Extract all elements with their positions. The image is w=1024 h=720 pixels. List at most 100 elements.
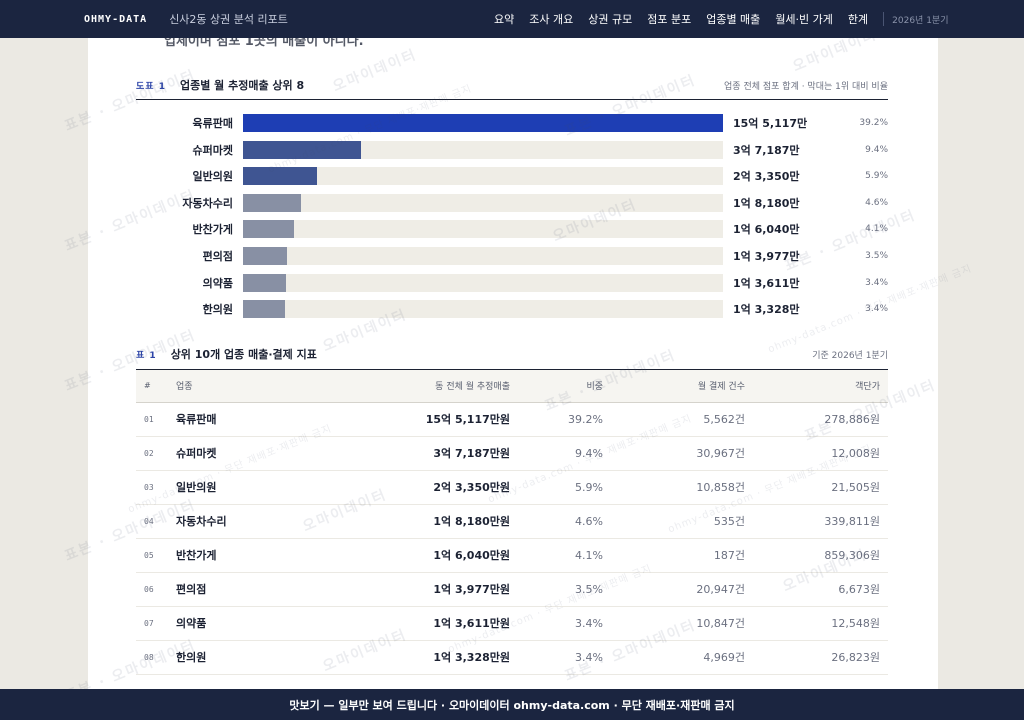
cell-rank: 07 <box>136 606 176 641</box>
report-subtitle: 신사2동 상권 분석 리포트 <box>169 13 288 26</box>
cell-industry: 일반의원 <box>176 470 296 505</box>
chart-header-rule <box>136 99 888 100</box>
cell-share: 9.4% <box>510 436 603 471</box>
cell-rank: 03 <box>136 470 176 505</box>
cell-rank: 01 <box>136 402 176 437</box>
cell-avg-spend: 12,008원 <box>745 436 888 471</box>
bar <box>243 114 723 132</box>
nav-divider <box>883 12 885 26</box>
bar-share-label: 9.4% <box>865 144 888 155</box>
cell-payment-count: 5,562건 <box>603 402 745 437</box>
report-page: 업체이며 점포 1곳의 매출이 아니다. 도표 1 업종별 월 추정매출 상위 … <box>88 38 938 689</box>
bar-row: 자동차수리 1억 8,180만 4.6% <box>136 193 888 212</box>
bar <box>243 193 301 212</box>
table-section-header: 표 1 상위 10개 업종 매출·결제 지표 기준 2026년 1분기 <box>136 346 888 362</box>
col-header-industry: 업종 <box>176 370 296 403</box>
table-row: 08 한의원 1억 3,328만원 3.4% 4,969건 26,823원 <box>136 640 888 675</box>
bar-share-label: 39.2% <box>859 118 888 128</box>
bar-value-label: 1억 6,040만 <box>733 223 800 237</box>
table-row: 04 자동차수리 1억 8,180만원 4.6% 535건 339,811원 <box>136 504 888 539</box>
cell-payment-count: 4,969건 <box>603 640 745 675</box>
nav-item-market-size[interactable]: 상권 규모 <box>588 13 633 26</box>
bar <box>243 273 287 292</box>
table-header-rule <box>136 369 888 370</box>
bar-category-label: 의약품 <box>202 276 233 290</box>
cell-monthly-sales: 3억 7,187만원 <box>296 436 510 471</box>
chart-tag: 도표 1 <box>136 82 166 92</box>
nav-item-limitations[interactable]: 한계 <box>847 13 869 26</box>
cell-industry: 슈퍼마켓 <box>176 436 296 471</box>
cell-rank: 06 <box>136 572 176 607</box>
cell-rank: 02 <box>136 436 176 471</box>
cell-payment-count: 20,947건 <box>603 572 745 607</box>
bar <box>243 220 294 239</box>
cell-industry: 육류판매 <box>176 402 296 437</box>
cell-avg-spend: 12,548원 <box>745 606 888 641</box>
bar-value-label: 15억 5,117만 <box>733 117 808 130</box>
cell-industry: 의약품 <box>176 606 296 641</box>
nav-item-store-distribution[interactable]: 점포 분포 <box>647 13 692 26</box>
cell-monthly-sales: 2억 3,350만원 <box>296 470 510 505</box>
cell-avg-spend: 859,306원 <box>745 538 888 573</box>
cell-rank: 05 <box>136 538 176 573</box>
cell-industry: 한의원 <box>176 640 296 675</box>
cell-monthly-sales: 1억 6,040만원 <box>296 538 510 573</box>
bar-track <box>243 167 723 186</box>
bar-row: 반찬가게 1억 6,040만 4.1% <box>136 220 888 239</box>
bar-category-label: 반찬가게 <box>192 223 233 237</box>
cell-payment-count: 30,967건 <box>603 436 745 471</box>
bar-share-label: 3.4% <box>865 304 888 315</box>
bar-row: 한의원 1억 3,328만 3.4% <box>136 300 888 319</box>
col-header-avg-spend: 객단가 <box>745 370 888 403</box>
chart-note: 업종 전체 점포 합계 · 막대는 1위 대비 비율 <box>724 82 888 92</box>
cell-industry: 자동차수리 <box>176 504 296 539</box>
cell-share: 4.6% <box>510 504 603 539</box>
chart-title: 업종별 월 추정매출 상위 8 <box>179 79 305 92</box>
bar-row: 편의점 1억 3,977만 3.5% <box>136 247 888 265</box>
cell-share: 3.4% <box>510 640 603 675</box>
bar-category-label: 일반의원 <box>192 170 233 184</box>
table-row: 01 육류판매 15억 5,117만원 39.2% 5,562건 278,886원 <box>136 402 888 437</box>
table-note: 기준 2026년 1분기 <box>812 351 888 361</box>
bar-row: 의약품 1억 3,611만 3.4% <box>136 273 888 292</box>
bar-value-label: 1억 3,328만 <box>733 303 800 317</box>
bar-row: 육류판매 15억 5,117만 39.2% <box>136 114 888 132</box>
cell-share: 3.5% <box>510 572 603 607</box>
chart-section-header: 도표 1 업종별 월 추정매출 상위 8 업종 전체 점포 합계 · 막대는 1… <box>136 77 888 93</box>
nav-item-survey-overview[interactable]: 조사 개요 <box>529 13 574 26</box>
table-row: 06 편의점 1억 3,977만원 3.5% 20,947건 6,673원 <box>136 572 888 607</box>
bar-share-label: 3.5% <box>865 251 888 261</box>
cell-share: 39.2% <box>510 402 603 437</box>
table-row: 07 의약품 1억 3,611만원 3.4% 10,847건 12,548원 <box>136 606 888 641</box>
bar-value-label: 2억 3,350만 <box>733 170 800 184</box>
bar <box>243 247 288 265</box>
bar-value-label: 3억 7,187만 <box>733 143 800 157</box>
bar-share-label: 4.6% <box>865 197 888 208</box>
cell-monthly-sales: 1억 8,180만원 <box>296 504 510 539</box>
bar-category-label: 슈퍼마켓 <box>192 143 233 157</box>
cell-rank: 08 <box>136 640 176 675</box>
clipped-paragraph: 업체이며 점포 1곳의 매출이 아니다. <box>164 38 364 49</box>
bar-category-label: 편의점 <box>202 250 233 263</box>
bar-category-label: 한의원 <box>202 303 233 317</box>
table-tag: 표 1 <box>136 351 157 361</box>
cell-share: 3.4% <box>510 606 603 641</box>
cell-industry: 반찬가게 <box>176 538 296 573</box>
cell-industry: 편의점 <box>176 572 296 607</box>
col-header-share: 비중 <box>510 370 603 403</box>
bar-value-label: 1억 3,977만 <box>733 250 800 263</box>
table-row: 02 슈퍼마켓 3억 7,187만원 9.4% 30,967건 12,008원 <box>136 436 888 471</box>
nav-item-sales-by-industry[interactable]: 업종별 매출 <box>706 13 761 26</box>
section-nav: 요약 조사 개요 상권 규모 점포 분포 업종별 매출 월세·빈 가게 한계 2… <box>494 0 949 38</box>
bar-track <box>243 273 723 292</box>
brand-logo[interactable]: OHMY-DATA <box>84 13 148 25</box>
bar-value-label: 1억 8,180만 <box>733 196 800 210</box>
cell-avg-spend: 6,673원 <box>745 572 888 607</box>
nav-item-summary[interactable]: 요약 <box>494 13 515 26</box>
nav-item-rent-vacancy[interactable]: 월세·빈 가게 <box>775 13 833 26</box>
cell-share: 5.9% <box>510 470 603 505</box>
table-title: 상위 10개 업종 매출·결제 지표 <box>170 348 317 361</box>
cell-avg-spend: 339,811원 <box>745 504 888 539</box>
bar-row: 슈퍼마켓 3억 7,187만 9.4% <box>136 140 888 159</box>
bar-category-label: 육류판매 <box>192 117 233 130</box>
